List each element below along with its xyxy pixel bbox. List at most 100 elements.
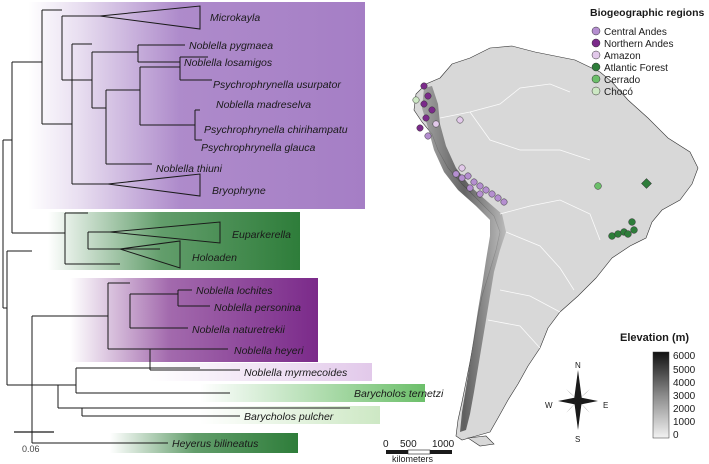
scalebar-segment (430, 450, 452, 454)
compass-icon (566, 389, 578, 400)
legend-swatch (591, 38, 601, 48)
point-choco (412, 96, 420, 104)
compass-s: S (575, 435, 580, 444)
legend-label: Amazon (604, 51, 641, 62)
country-borders (439, 83, 601, 349)
point-atlantic-forest (628, 218, 636, 226)
legend-item-choco: Chocó (591, 86, 633, 98)
point-northern-andes (420, 100, 428, 108)
point-central-andes (476, 182, 484, 190)
legend-item-northern-andes: Northern Andes (591, 38, 674, 50)
taxon-psychrophrynella-glauca: Psychrophrynella glauca (201, 142, 316, 154)
taxon-psychrophrynella-chirihampatu: Psychrophrynella chirihampatu (204, 124, 348, 136)
taxon-noblella-naturetrekii: Noblella naturetrekii (192, 324, 285, 336)
map-scalebar: 0 500 1000 kilometers (383, 439, 455, 464)
scalebar-tick: 1000 (432, 439, 455, 450)
taxon-noblella-lochites: Noblella lochites (196, 285, 273, 297)
taxon-euparkerella: Euparkerella (232, 229, 291, 241)
point-central-andes (494, 194, 502, 202)
legend-label: Atlantic Forest (604, 63, 668, 74)
point-northern-andes (420, 82, 428, 90)
legend-label: Northern Andes (604, 39, 674, 50)
point-northern-andes (428, 106, 436, 114)
legend-swatch (591, 62, 601, 72)
elevation-tick: 0 (673, 430, 679, 441)
taxon-microkayla: Microkayla (210, 12, 260, 24)
legend-label: Chocó (604, 87, 633, 98)
compass-e: E (603, 401, 608, 410)
compass-icon (578, 389, 590, 400)
taxon-holoaden: Holoaden (192, 252, 237, 264)
clade-band-myrmecoides (150, 363, 372, 381)
clade-triangle-microkayla (99, 5, 201, 30)
clade-band-heyerus (110, 433, 298, 453)
clade-band-noblella (70, 278, 318, 362)
point-amazon (456, 116, 464, 124)
compass-rose: N S E W (545, 361, 608, 444)
elevation-title: Elevation (m) (620, 332, 689, 344)
compass-icon (578, 400, 590, 413)
elevation-tick: 2000 (673, 404, 696, 415)
legend-label: Cerrado (604, 75, 641, 86)
clade-band-pulcher (200, 406, 380, 424)
south-america-map (412, 45, 699, 447)
scalebar-segment (386, 450, 408, 454)
point-central-andes (476, 190, 484, 198)
point-central-andes (466, 184, 474, 192)
point-central-andes (482, 186, 490, 194)
taxon-psychrophrynella-usurpator: Psychrophrynella usurpator (213, 79, 341, 91)
taxon-noblella-heyeri: Noblella heyeri (234, 345, 304, 357)
region-legend: Biogeographic regions Central Andes Nort… (590, 7, 705, 98)
legend-label: Central Andes (604, 27, 667, 38)
andes-range (422, 86, 506, 432)
compass-w: W (545, 401, 553, 410)
point-central-andes (452, 170, 460, 178)
legend-item-amazon: Amazon (591, 50, 641, 62)
elevation-tick: 5000 (673, 365, 696, 376)
point-atlantic-forest (641, 178, 652, 189)
elevation-legend: Elevation (m) 6000 5000 4000 3000 2000 1… (620, 332, 696, 441)
point-northern-andes (416, 124, 424, 132)
elevation-tick: 6000 (673, 351, 696, 362)
clade-band-ternetzi (200, 384, 425, 402)
phylogeny-tree: Microkayla Noblella pygmaea Noblella los… (2, 2, 444, 454)
point-northern-andes (422, 114, 430, 122)
elevation-colorbar (652, 351, 670, 439)
elevation-tick: 3000 (673, 391, 696, 402)
compass-icon (566, 400, 578, 413)
point-central-andes (500, 198, 508, 206)
taxon-noblella-losamigos: Noblella losamigos (184, 57, 273, 69)
elevation-tick: 1000 (673, 417, 696, 428)
taxon-barycholos-pulcher: Barycholos pulcher (244, 411, 334, 423)
scalebar-tick: 500 (400, 439, 417, 450)
taxon-bryophryne: Bryophryne (212, 185, 266, 197)
taxon-noblella-personina: Noblella personina (214, 302, 301, 314)
point-central-andes (488, 190, 496, 198)
legend-item-central-andes: Central Andes (591, 26, 667, 38)
clade-triangle-euparkerella (109, 221, 221, 244)
taxon-barycholos-ternetzi: Barycholos ternetzi (354, 388, 444, 400)
legend-swatch (591, 26, 601, 36)
scalebar-tick: 0 (383, 439, 389, 450)
tree-scale-label: 0.06 (22, 444, 40, 454)
point-atlantic-forest (630, 226, 638, 234)
taxon-noblella-pygmaea: Noblella pygmaea (189, 40, 273, 52)
clade-band-euparkerella (48, 212, 300, 270)
point-amazon (458, 164, 466, 172)
clade-triangle-bryophryne (107, 173, 201, 197)
point-atlantic-forest (624, 230, 632, 238)
tierra-del-fuego (467, 435, 495, 447)
compass-icon (558, 397, 598, 405)
taxon-heyerus-bilineatus: Heyerus bilineatus (172, 438, 259, 450)
legend-swatch (591, 50, 601, 60)
point-cerrado (594, 182, 602, 190)
clade-triangle-holoaden (119, 240, 181, 269)
point-central-andes (470, 178, 478, 186)
clade-band-main (28, 2, 365, 209)
point-central-andes (424, 132, 432, 140)
elevation-tick: 4000 (673, 378, 696, 389)
scalebar-unit: kilometers (392, 454, 434, 464)
legend-swatch (591, 74, 601, 84)
taxon-noblella-thiuni: Noblella thiuni (156, 163, 223, 175)
